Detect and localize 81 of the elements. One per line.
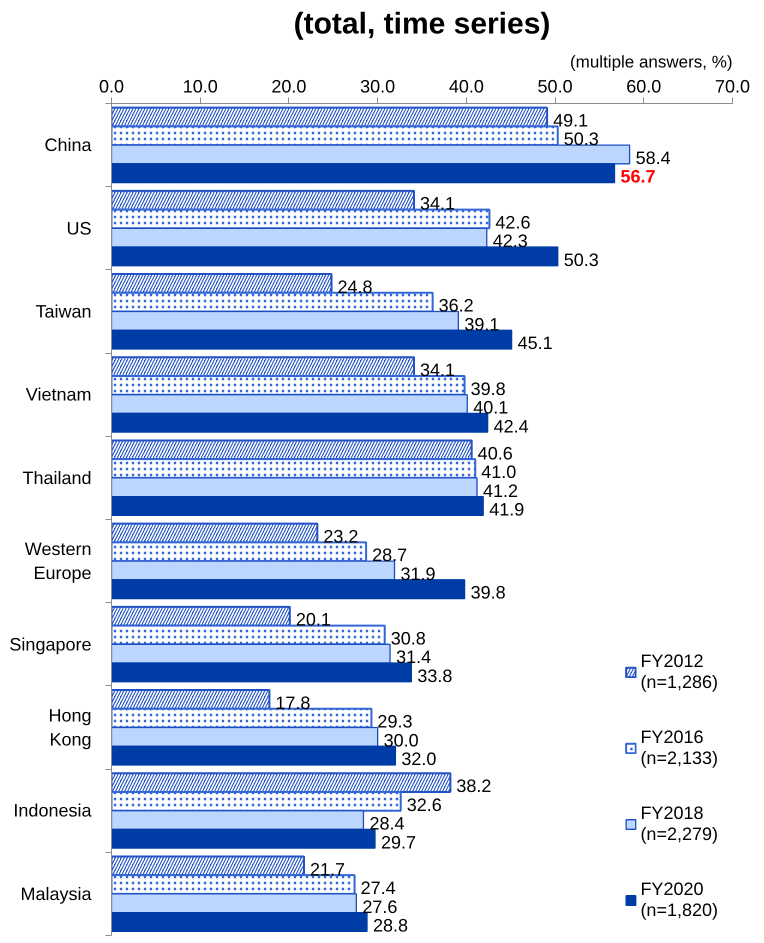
bar — [112, 560, 396, 580]
legend-label: FY2012 (n=1,286) — [640, 651, 718, 693]
bar — [112, 246, 558, 266]
bar — [112, 496, 484, 516]
annotation: 56.7 — [620, 166, 656, 187]
data-label: 41.0 — [481, 462, 516, 482]
bar — [112, 893, 357, 914]
x-tick-label: 50.0 — [538, 76, 573, 96]
y-tick-label: Taiwan — [35, 302, 92, 322]
chart-title: (total, time series) — [294, 8, 550, 40]
data-label: 34.1 — [420, 360, 456, 380]
data-label: 39.1 — [464, 314, 500, 334]
x-tick-label: 0.0 — [98, 76, 124, 96]
bar — [112, 579, 466, 600]
data-label: 42.6 — [495, 212, 530, 232]
x-tick-label: 10.0 — [182, 76, 218, 96]
data-label: 24.8 — [338, 276, 373, 297]
data-label: 50.3 — [564, 250, 599, 270]
bar — [112, 912, 368, 932]
y-tick-label: Hong Kong — [48, 706, 92, 750]
data-label: 42.4 — [494, 416, 529, 436]
data-label: 42.3 — [492, 231, 528, 252]
chart-subtitle: (multiple answers, %) — [570, 52, 733, 72]
bar — [112, 330, 512, 350]
bar — [112, 477, 478, 498]
bar — [112, 394, 468, 414]
data-label: 31.4 — [396, 647, 432, 668]
data-label: 27.4 — [360, 878, 396, 898]
data-label: 33.8 — [417, 666, 452, 686]
data-label: 38.2 — [456, 776, 492, 796]
bar — [112, 662, 412, 682]
bar — [112, 726, 378, 747]
data-label: 41.9 — [489, 499, 524, 520]
bar — [112, 163, 616, 184]
data-label: 50.3 — [564, 129, 599, 150]
bar — [112, 746, 396, 766]
y-tick-label: Malaysia — [20, 884, 92, 904]
data-label: 23.2 — [323, 526, 358, 547]
data-label: 27.6 — [362, 896, 398, 917]
x-tick-label: 40.0 — [448, 76, 484, 96]
y-tick-label: China — [44, 135, 92, 156]
data-label: 45.1 — [518, 333, 553, 354]
data-label: 28.7 — [372, 545, 408, 566]
bar — [112, 228, 488, 248]
y-tick-label: Singapore — [9, 634, 92, 654]
legend-label: FY2018 (n=2,279) — [640, 803, 718, 845]
data-label: 49.1 — [553, 110, 588, 131]
y-tick-label: Western Europe — [24, 539, 92, 584]
data-label: 30.8 — [390, 628, 426, 648]
bar — [112, 828, 376, 849]
legend-label: FY2016 (n=2,133) — [640, 727, 718, 769]
data-label: 28.8 — [372, 915, 408, 936]
y-tick-label: Thailand — [22, 468, 92, 488]
y-tick-label: Vietnam — [26, 384, 92, 405]
data-label: 30.0 — [384, 730, 419, 750]
data-label: 28.4 — [369, 814, 404, 834]
data-label: 17.8 — [275, 692, 310, 713]
data-label: 58.4 — [636, 148, 671, 168]
data-label: 41.2 — [483, 480, 518, 501]
bar — [112, 412, 488, 433]
x-tick-label: 60.0 — [626, 76, 662, 96]
x-tick-label: 30.0 — [360, 76, 396, 96]
legend-label: FY2020 (n=1,820) — [640, 879, 718, 921]
y-tick-label: US — [66, 218, 92, 238]
bar — [112, 144, 630, 164]
y-tick-label: Indonesia — [13, 800, 92, 821]
data-label: 29.3 — [377, 712, 412, 732]
data-label: 32.0 — [401, 749, 436, 770]
data-label: 31.9 — [400, 564, 436, 584]
data-label: 39.8 — [470, 582, 506, 603]
x-tick-label: 20.0 — [271, 76, 306, 96]
bar — [112, 644, 391, 664]
data-label: 39.8 — [470, 378, 506, 399]
data-label: 36.2 — [438, 296, 474, 316]
data-label: 40.6 — [478, 443, 513, 464]
data-label: 40.1 — [473, 398, 508, 418]
data-label: 32.6 — [406, 794, 442, 815]
bar — [112, 810, 364, 830]
bar — [112, 310, 460, 331]
x-tick-label: 70.0 — [714, 76, 750, 96]
data-label: 29.7 — [380, 832, 416, 852]
